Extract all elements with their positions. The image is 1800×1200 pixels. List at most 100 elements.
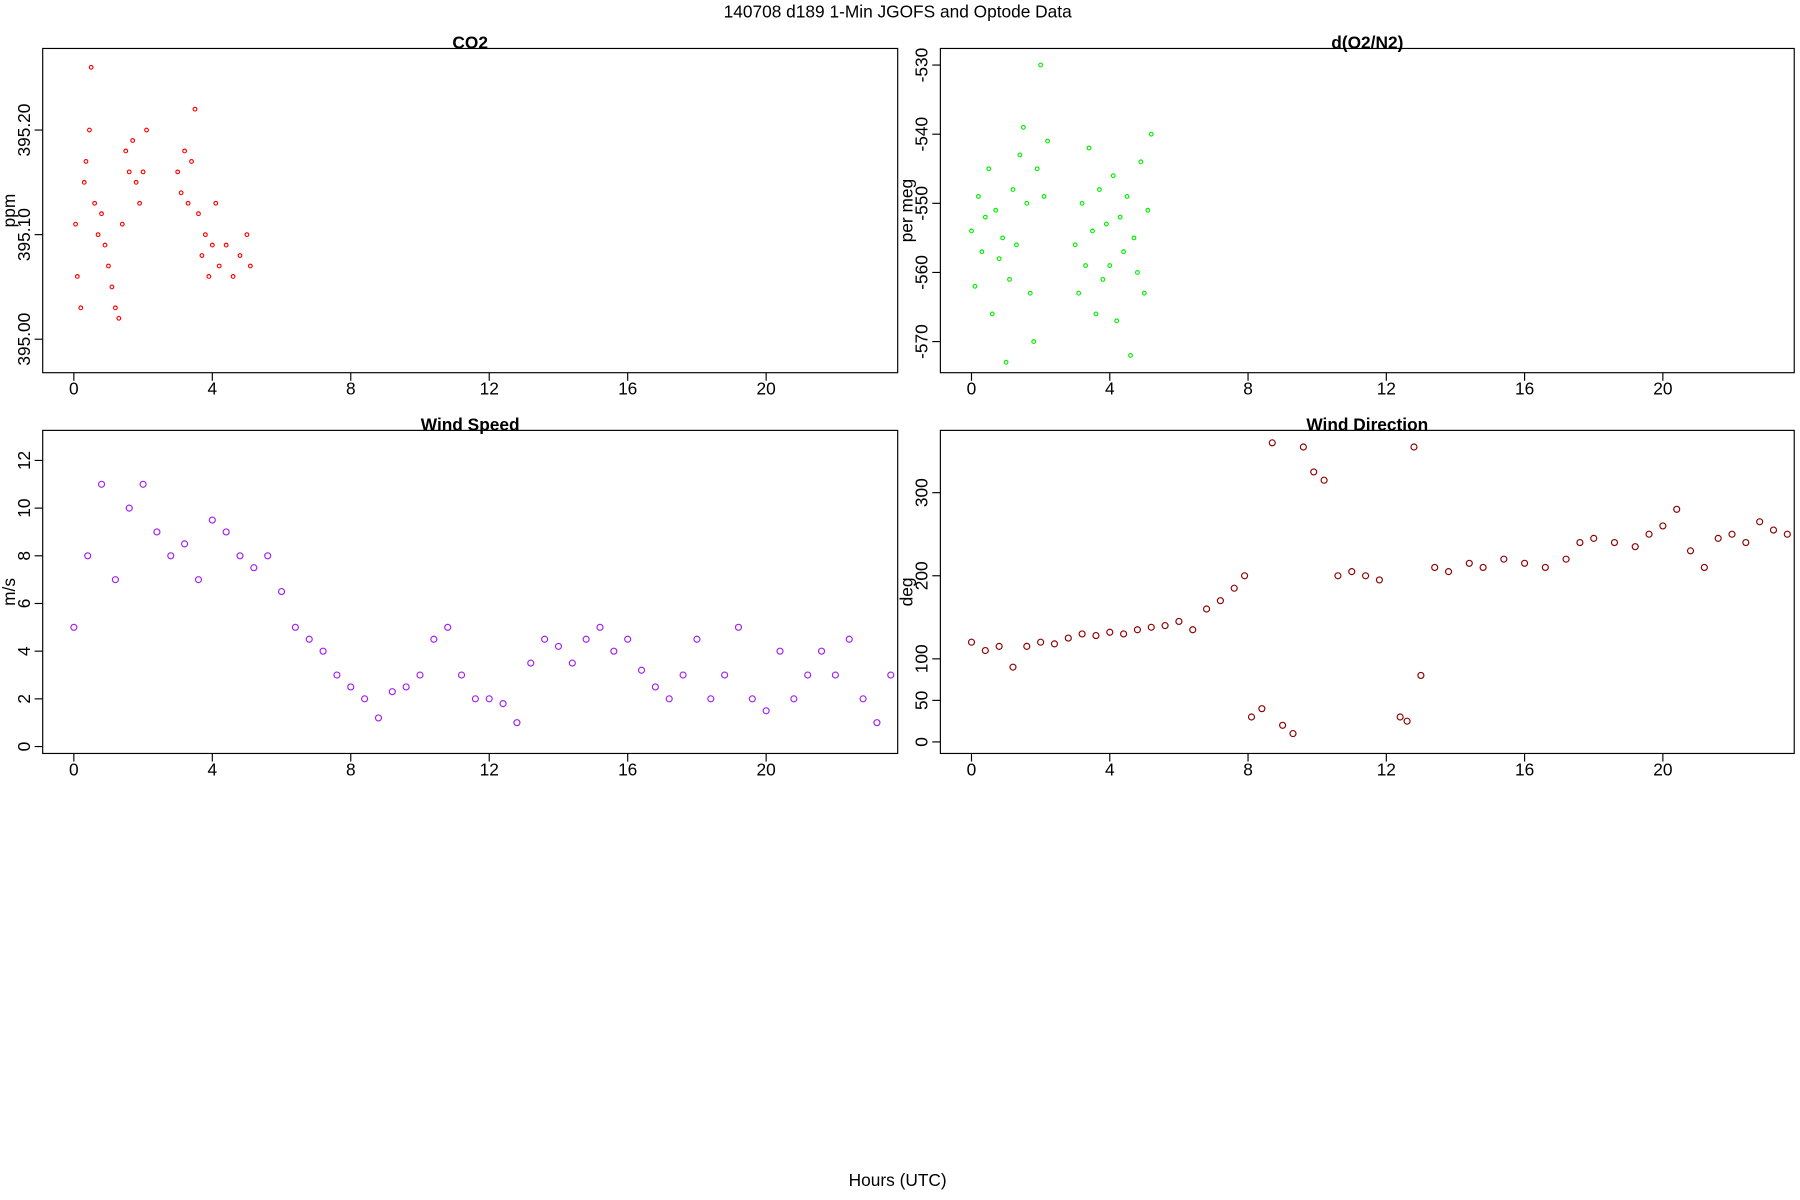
point bbox=[1128, 352, 1133, 358]
point bbox=[1175, 617, 1183, 626]
point bbox=[250, 564, 258, 572]
point bbox=[1334, 572, 1342, 580]
x-tick-label: 4 bbox=[1105, 379, 1115, 399]
point bbox=[185, 200, 191, 206]
point bbox=[1124, 193, 1130, 199]
point bbox=[457, 671, 466, 679]
point bbox=[1728, 530, 1736, 538]
x-tick-label: 20 bbox=[757, 379, 776, 399]
point bbox=[1093, 311, 1099, 317]
point bbox=[969, 228, 974, 234]
point bbox=[78, 305, 84, 311]
point bbox=[1110, 173, 1116, 179]
point bbox=[109, 284, 115, 290]
point bbox=[1103, 221, 1109, 227]
point bbox=[1769, 526, 1778, 534]
y-axis-label: ppm bbox=[0, 194, 19, 228]
point bbox=[244, 232, 250, 238]
point bbox=[123, 148, 129, 154]
figure-title: 140708 d189 1-Min JGOFS and Optode Data bbox=[724, 1, 1072, 21]
point bbox=[1631, 543, 1639, 551]
point bbox=[596, 623, 604, 631]
point bbox=[144, 127, 149, 133]
x-tick-label: 20 bbox=[757, 759, 776, 779]
point bbox=[111, 576, 119, 584]
point bbox=[975, 193, 981, 199]
point bbox=[84, 552, 92, 560]
point bbox=[167, 552, 175, 560]
point bbox=[125, 504, 133, 512]
point bbox=[175, 169, 181, 175]
x-tick-label: 4 bbox=[1105, 759, 1115, 779]
point bbox=[291, 623, 299, 631]
point bbox=[1610, 538, 1619, 547]
point bbox=[1756, 518, 1764, 526]
point bbox=[106, 263, 111, 269]
point bbox=[887, 671, 895, 679]
point bbox=[1410, 443, 1418, 451]
point bbox=[637, 666, 646, 674]
point bbox=[1444, 568, 1453, 576]
y-tick-label: -540 bbox=[912, 117, 932, 152]
point bbox=[194, 576, 203, 584]
point bbox=[1009, 663, 1017, 671]
point bbox=[1120, 630, 1128, 638]
point bbox=[1145, 207, 1151, 213]
plot-frame bbox=[42, 47, 899, 374]
point bbox=[1310, 468, 1318, 476]
point bbox=[734, 623, 743, 631]
point bbox=[137, 200, 143, 206]
point bbox=[416, 671, 424, 679]
x-tick-label: 0 bbox=[967, 379, 977, 399]
point bbox=[140, 169, 146, 175]
point bbox=[624, 635, 632, 643]
point bbox=[88, 64, 94, 70]
point bbox=[1138, 159, 1144, 165]
point bbox=[99, 211, 104, 217]
x-tick-label: 12 bbox=[480, 759, 499, 779]
x-tick-label: 0 bbox=[967, 759, 977, 779]
point bbox=[1148, 131, 1154, 137]
point bbox=[817, 647, 826, 655]
point bbox=[1037, 638, 1045, 646]
plot-frame bbox=[42, 429, 899, 755]
point bbox=[70, 623, 78, 631]
point bbox=[981, 646, 989, 655]
point bbox=[1659, 522, 1667, 530]
x-tick-label: 12 bbox=[1377, 379, 1396, 399]
y-axis-label: per meg bbox=[897, 179, 917, 242]
point bbox=[199, 253, 205, 258]
x-tick-label: 0 bbox=[69, 379, 79, 399]
point bbox=[1216, 597, 1224, 605]
point bbox=[1320, 476, 1328, 484]
point bbox=[1576, 538, 1584, 547]
x-tick-label: 4 bbox=[207, 759, 217, 779]
y-tick-label: -550 bbox=[912, 186, 932, 221]
point bbox=[1076, 290, 1082, 296]
point bbox=[1258, 705, 1266, 713]
point bbox=[1241, 572, 1249, 580]
point bbox=[1541, 563, 1549, 572]
point bbox=[1106, 628, 1114, 636]
point bbox=[206, 274, 212, 279]
point bbox=[1700, 563, 1708, 572]
x-tick-label: 16 bbox=[1515, 379, 1534, 399]
point bbox=[133, 179, 139, 185]
point bbox=[236, 552, 244, 560]
plot-frame bbox=[939, 47, 1795, 374]
x-tick-label: 16 bbox=[1515, 759, 1534, 779]
point bbox=[1783, 530, 1791, 538]
x-tick-label: 8 bbox=[346, 379, 356, 399]
y-tick-label: 395.00 bbox=[14, 313, 34, 366]
y-tick-label: 6 bbox=[14, 599, 34, 609]
point bbox=[1117, 214, 1123, 220]
point bbox=[499, 700, 507, 708]
point bbox=[1161, 622, 1169, 630]
point bbox=[986, 166, 992, 172]
point bbox=[223, 242, 229, 248]
point bbox=[471, 695, 479, 703]
point bbox=[762, 707, 770, 715]
y-tick-label: 10 bbox=[14, 498, 34, 517]
point bbox=[1041, 193, 1047, 199]
